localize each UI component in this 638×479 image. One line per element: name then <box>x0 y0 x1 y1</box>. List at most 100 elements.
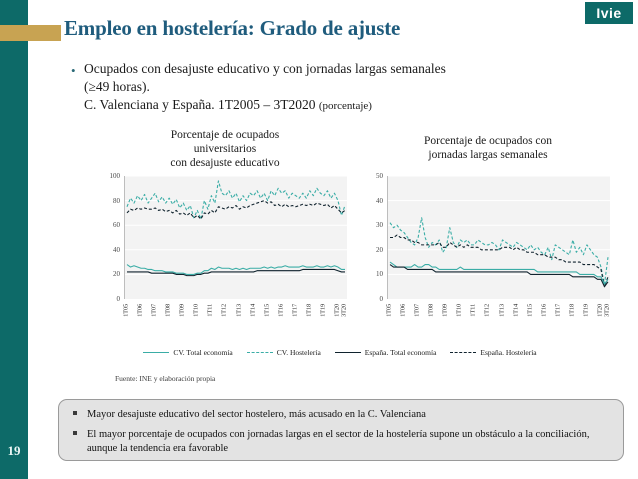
x-tick-label: 1T07 <box>150 304 158 317</box>
y-tick-label: 40 <box>376 196 383 205</box>
square-bullet-icon <box>73 411 77 415</box>
legend-line-icon <box>143 352 170 353</box>
x-tick-label: 1T10 <box>192 304 200 317</box>
chart-title-line: Porcentaje de ocupados con <box>423 135 553 147</box>
x-tick-label: 1T10 <box>455 304 463 317</box>
x-tick-label: 3T20 <box>603 304 611 317</box>
x-tick-label: 1T05 <box>385 304 393 317</box>
summary-box: Mayor desajuste educativo del sector hos… <box>58 399 624 461</box>
ivie-logo: Ivie <box>585 2 633 24</box>
x-tick-label: 1T18 <box>568 304 576 317</box>
y-tick-label: 30 <box>376 221 383 230</box>
series-line <box>126 180 346 220</box>
chart-title-line: universitarios <box>193 143 257 156</box>
x-tick-label: 1T15 <box>526 304 534 317</box>
chart-title-jornadas: Porcentaje de ocupados con jornadas larg… <box>363 134 613 162</box>
y-tick-label: 60 <box>113 221 120 230</box>
legend-item-cv-hosteleria: CV. Hostelería <box>246 348 321 357</box>
series-line <box>389 264 609 288</box>
summary-item-text: El mayor porcentaje de ocupados con jorn… <box>87 429 590 454</box>
y-tick-label: 0 <box>379 295 384 304</box>
x-tick-label: 1T20 <box>333 304 341 317</box>
chart-svg-desajuste <box>125 175 347 277</box>
bullet-dot-icon: • <box>71 63 76 78</box>
y-tick-label: 20 <box>376 245 383 254</box>
x-tick-label: 1T16 <box>540 304 548 317</box>
series-line <box>389 217 609 285</box>
series-line <box>389 261 609 285</box>
y-tick-label: 20 <box>113 270 120 279</box>
series-line <box>126 200 346 220</box>
series-line <box>390 234 609 288</box>
intro-bullet: • Ocupados con desajuste educativo y con… <box>71 60 604 113</box>
x-axis-labels-desajuste: 1T05 1T06 1T07 1T08 1T09 1T10 1T11 1T12 1T13 1T14… <box>100 304 350 334</box>
x-tick-label: 1T08 <box>427 304 435 317</box>
summary-item-text: Mayor desajuste educativo del sector hos… <box>87 409 426 420</box>
y-tick-label: 100 <box>109 172 121 181</box>
intro-line-3-note: (porcentaje) <box>318 99 372 112</box>
x-tick-label: 1T13 <box>498 304 506 317</box>
legend-label: CV. Hostelería <box>276 348 321 357</box>
x-tick-label: 1T16 <box>277 304 285 317</box>
x-tick-label: 1T14 <box>249 304 257 317</box>
plot-area-desajuste: 0 20 40 60 80 100 1T05 1T06 1T07 1T08 1T09 1T10 1T1… <box>100 172 350 317</box>
x-tick-label: 1T11 <box>206 304 214 317</box>
chart-jornadas-largas: Porcentaje de ocupados con jornadas larg… <box>363 134 613 317</box>
y-axis-labels-jornadas: 0 10 20 30 40 50 <box>363 172 385 304</box>
chart-title-line: Porcentaje de ocupados <box>170 129 280 141</box>
square-bullet-icon <box>73 431 77 436</box>
series-line <box>126 264 345 275</box>
intro-line-3: C. Valenciana y España. 1T2005 – 3T2020 <box>84 96 316 112</box>
x-tick-label: 1T14 <box>512 304 520 317</box>
x-tick-label: 1T07 <box>413 304 421 317</box>
x-tick-label: 1T06 <box>399 304 407 317</box>
x-tick-label: 1T05 <box>122 304 130 317</box>
summary-item: El mayor porcentaje de ocupados con jorn… <box>73 428 609 455</box>
x-tick-label: 1T13 <box>235 304 243 317</box>
gold-accent-bar <box>0 25 61 41</box>
chart-title-line: jornadas largas semanales <box>428 149 548 162</box>
intro-line-2: (≥49 horas). <box>84 78 150 94</box>
intro-line-1: Ocupados con desajuste educativo y con j… <box>84 61 446 76</box>
x-tick-label: 1T12 <box>220 304 228 317</box>
source-note: Fuente: INE y elaboración propia <box>115 374 216 383</box>
x-tick-label: 1T20 <box>596 304 604 317</box>
legend-item-cv-total: CV. Total economía <box>143 348 233 357</box>
legend-label: CV. Total economía <box>173 348 233 357</box>
y-axis-labels-desajuste: 0 20 40 60 80 100 <box>100 172 122 304</box>
plot-canvas-jornadas <box>387 175 610 300</box>
x-tick-label: 1T15 <box>263 304 271 317</box>
plot-area-jornadas: 0 10 20 30 40 50 1T05 1T06 1T07 1T08 1T09 1T10 1T11… <box>363 172 613 317</box>
legend-line-icon <box>246 352 273 353</box>
y-tick-label: 10 <box>376 270 383 279</box>
y-tick-label: 40 <box>113 245 120 254</box>
legend-item-esp-total: España. Total economía <box>334 348 437 357</box>
x-tick-label: 1T09 <box>441 304 449 317</box>
x-tick-label: 1T11 <box>469 304 477 317</box>
series-line <box>127 268 345 277</box>
chart-legend: CV. Total economía CV. Hostelería España… <box>100 348 580 357</box>
x-axis-labels-jornadas: 1T05 1T06 1T07 1T08 1T09 1T10 1T11 1T12 1T13 1T14… <box>363 304 613 334</box>
left-sidebar <box>0 0 28 479</box>
x-tick-label: 1T09 <box>178 304 186 317</box>
legend-line-icon <box>334 352 361 353</box>
legend-label: España. Total economía <box>364 348 437 357</box>
page-number: 19 <box>7 443 21 458</box>
legend-item-esp-hosteleria: España. Hostelería <box>450 348 537 357</box>
x-tick-label: 1T08 <box>164 304 172 317</box>
chart-title-desajuste: Porcentaje de ocupados universitarios co… <box>100 128 350 170</box>
y-tick-label: 0 <box>116 295 121 304</box>
chart-desajuste-educativo: Porcentaje de ocupados universitarios co… <box>100 128 350 317</box>
x-tick-label: 1T17 <box>291 304 299 317</box>
y-tick-label: 80 <box>113 196 120 205</box>
legend-line-icon <box>450 352 477 353</box>
x-tick-label: 1T12 <box>483 304 491 317</box>
x-tick-label: 3T20 <box>340 304 348 317</box>
x-tick-label: 1T17 <box>554 304 562 317</box>
x-tick-label: 1T06 <box>136 304 144 317</box>
x-tick-label: 1T18 <box>305 304 313 317</box>
summary-item: Mayor desajuste educativo del sector hos… <box>73 408 609 421</box>
x-tick-label: 1T19 <box>582 304 590 317</box>
y-tick-label: 50 <box>376 172 383 181</box>
